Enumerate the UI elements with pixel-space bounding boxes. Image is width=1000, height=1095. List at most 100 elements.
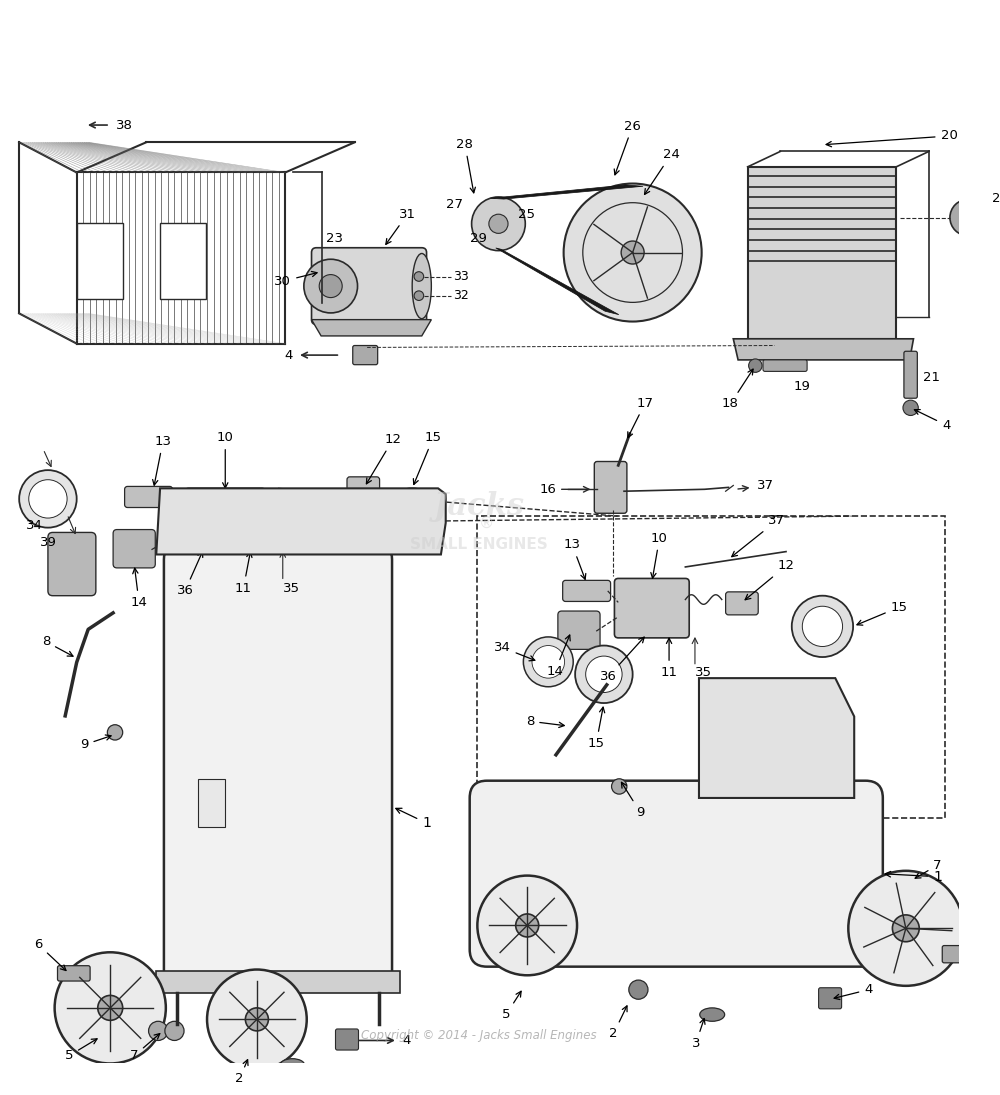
Text: 2: 2 [609,1006,627,1040]
Text: 14: 14 [547,635,570,678]
Circle shape [240,507,267,534]
Text: Copyright © 2014 - Jacks Small Engines: Copyright © 2014 - Jacks Small Engines [361,1029,597,1042]
FancyBboxPatch shape [594,461,627,514]
Text: 24: 24 [645,148,679,195]
Text: 4: 4 [403,1034,411,1047]
Text: 26: 26 [614,119,641,175]
Text: 34: 34 [494,641,535,660]
Circle shape [232,543,242,553]
FancyBboxPatch shape [347,476,380,499]
FancyBboxPatch shape [312,247,427,324]
Circle shape [792,596,853,657]
Circle shape [749,359,762,372]
Text: 10: 10 [651,532,668,578]
Circle shape [304,260,358,313]
Text: 8: 8 [42,635,73,656]
Text: 4: 4 [834,983,873,1000]
Text: 28: 28 [456,138,475,193]
Text: 37: 37 [757,479,774,492]
Text: 39: 39 [39,535,56,549]
FancyBboxPatch shape [470,781,883,967]
Circle shape [313,514,329,529]
Text: 35: 35 [695,666,712,679]
Circle shape [523,637,573,687]
Polygon shape [733,338,913,360]
Text: 19: 19 [794,380,811,393]
Circle shape [256,514,271,529]
FancyBboxPatch shape [164,545,392,984]
Text: 15: 15 [588,707,605,750]
Text: 18: 18 [722,369,753,411]
Text: 2: 2 [235,1060,248,1085]
Circle shape [319,275,342,298]
FancyBboxPatch shape [558,611,600,649]
Text: 1: 1 [396,808,431,830]
Text: 15: 15 [857,601,908,625]
Polygon shape [156,488,446,554]
Polygon shape [699,678,854,798]
FancyBboxPatch shape [748,166,896,338]
Ellipse shape [412,254,431,319]
Text: 21: 21 [923,370,940,383]
FancyBboxPatch shape [763,360,807,371]
Text: 27: 27 [446,198,463,211]
Text: 25: 25 [518,208,535,221]
Text: 37: 37 [732,515,785,556]
Circle shape [393,499,431,538]
Text: 11: 11 [661,638,678,679]
Circle shape [532,646,565,678]
FancyBboxPatch shape [276,1064,295,1093]
Text: 4: 4 [914,410,950,431]
Text: ®: ® [479,516,495,531]
Circle shape [98,995,123,1021]
Ellipse shape [280,1059,305,1072]
Text: 8: 8 [526,715,564,728]
FancyBboxPatch shape [185,488,266,552]
Circle shape [903,400,918,415]
Circle shape [489,215,508,233]
Bar [477,516,945,818]
Text: 36: 36 [600,637,644,682]
Circle shape [612,779,627,794]
FancyBboxPatch shape [113,530,155,568]
Text: 22: 22 [992,192,1000,205]
FancyBboxPatch shape [125,486,173,507]
Circle shape [55,953,166,1063]
Text: 12: 12 [366,433,402,484]
FancyBboxPatch shape [335,1029,358,1050]
FancyBboxPatch shape [819,988,842,1008]
Circle shape [472,197,525,251]
Text: 11: 11 [235,552,252,595]
Circle shape [209,543,219,553]
Text: 35: 35 [283,581,300,595]
Ellipse shape [700,1007,725,1022]
Circle shape [220,543,230,553]
Circle shape [736,730,753,747]
FancyBboxPatch shape [48,532,96,596]
Bar [160,222,206,299]
Text: SMALL ENGINES: SMALL ENGINES [410,538,548,552]
Text: 14: 14 [131,568,147,609]
Circle shape [802,607,843,646]
Text: 3: 3 [692,1018,705,1050]
Text: 9: 9 [621,782,644,819]
Text: 9: 9 [80,735,111,751]
Circle shape [564,184,702,322]
Text: 1: 1 [885,869,942,884]
Text: 30: 30 [274,272,317,288]
FancyBboxPatch shape [904,351,917,399]
Text: 17: 17 [628,396,654,438]
Bar [198,780,225,827]
Text: 38: 38 [116,118,132,131]
Circle shape [414,272,424,281]
Circle shape [629,980,648,1000]
Text: 36: 36 [177,552,203,598]
Text: 16: 16 [540,483,557,496]
FancyBboxPatch shape [942,946,980,963]
Bar [156,971,400,992]
Circle shape [198,514,214,529]
Circle shape [382,488,443,550]
Text: 23: 23 [326,232,343,245]
Circle shape [892,915,919,942]
Polygon shape [490,185,643,199]
